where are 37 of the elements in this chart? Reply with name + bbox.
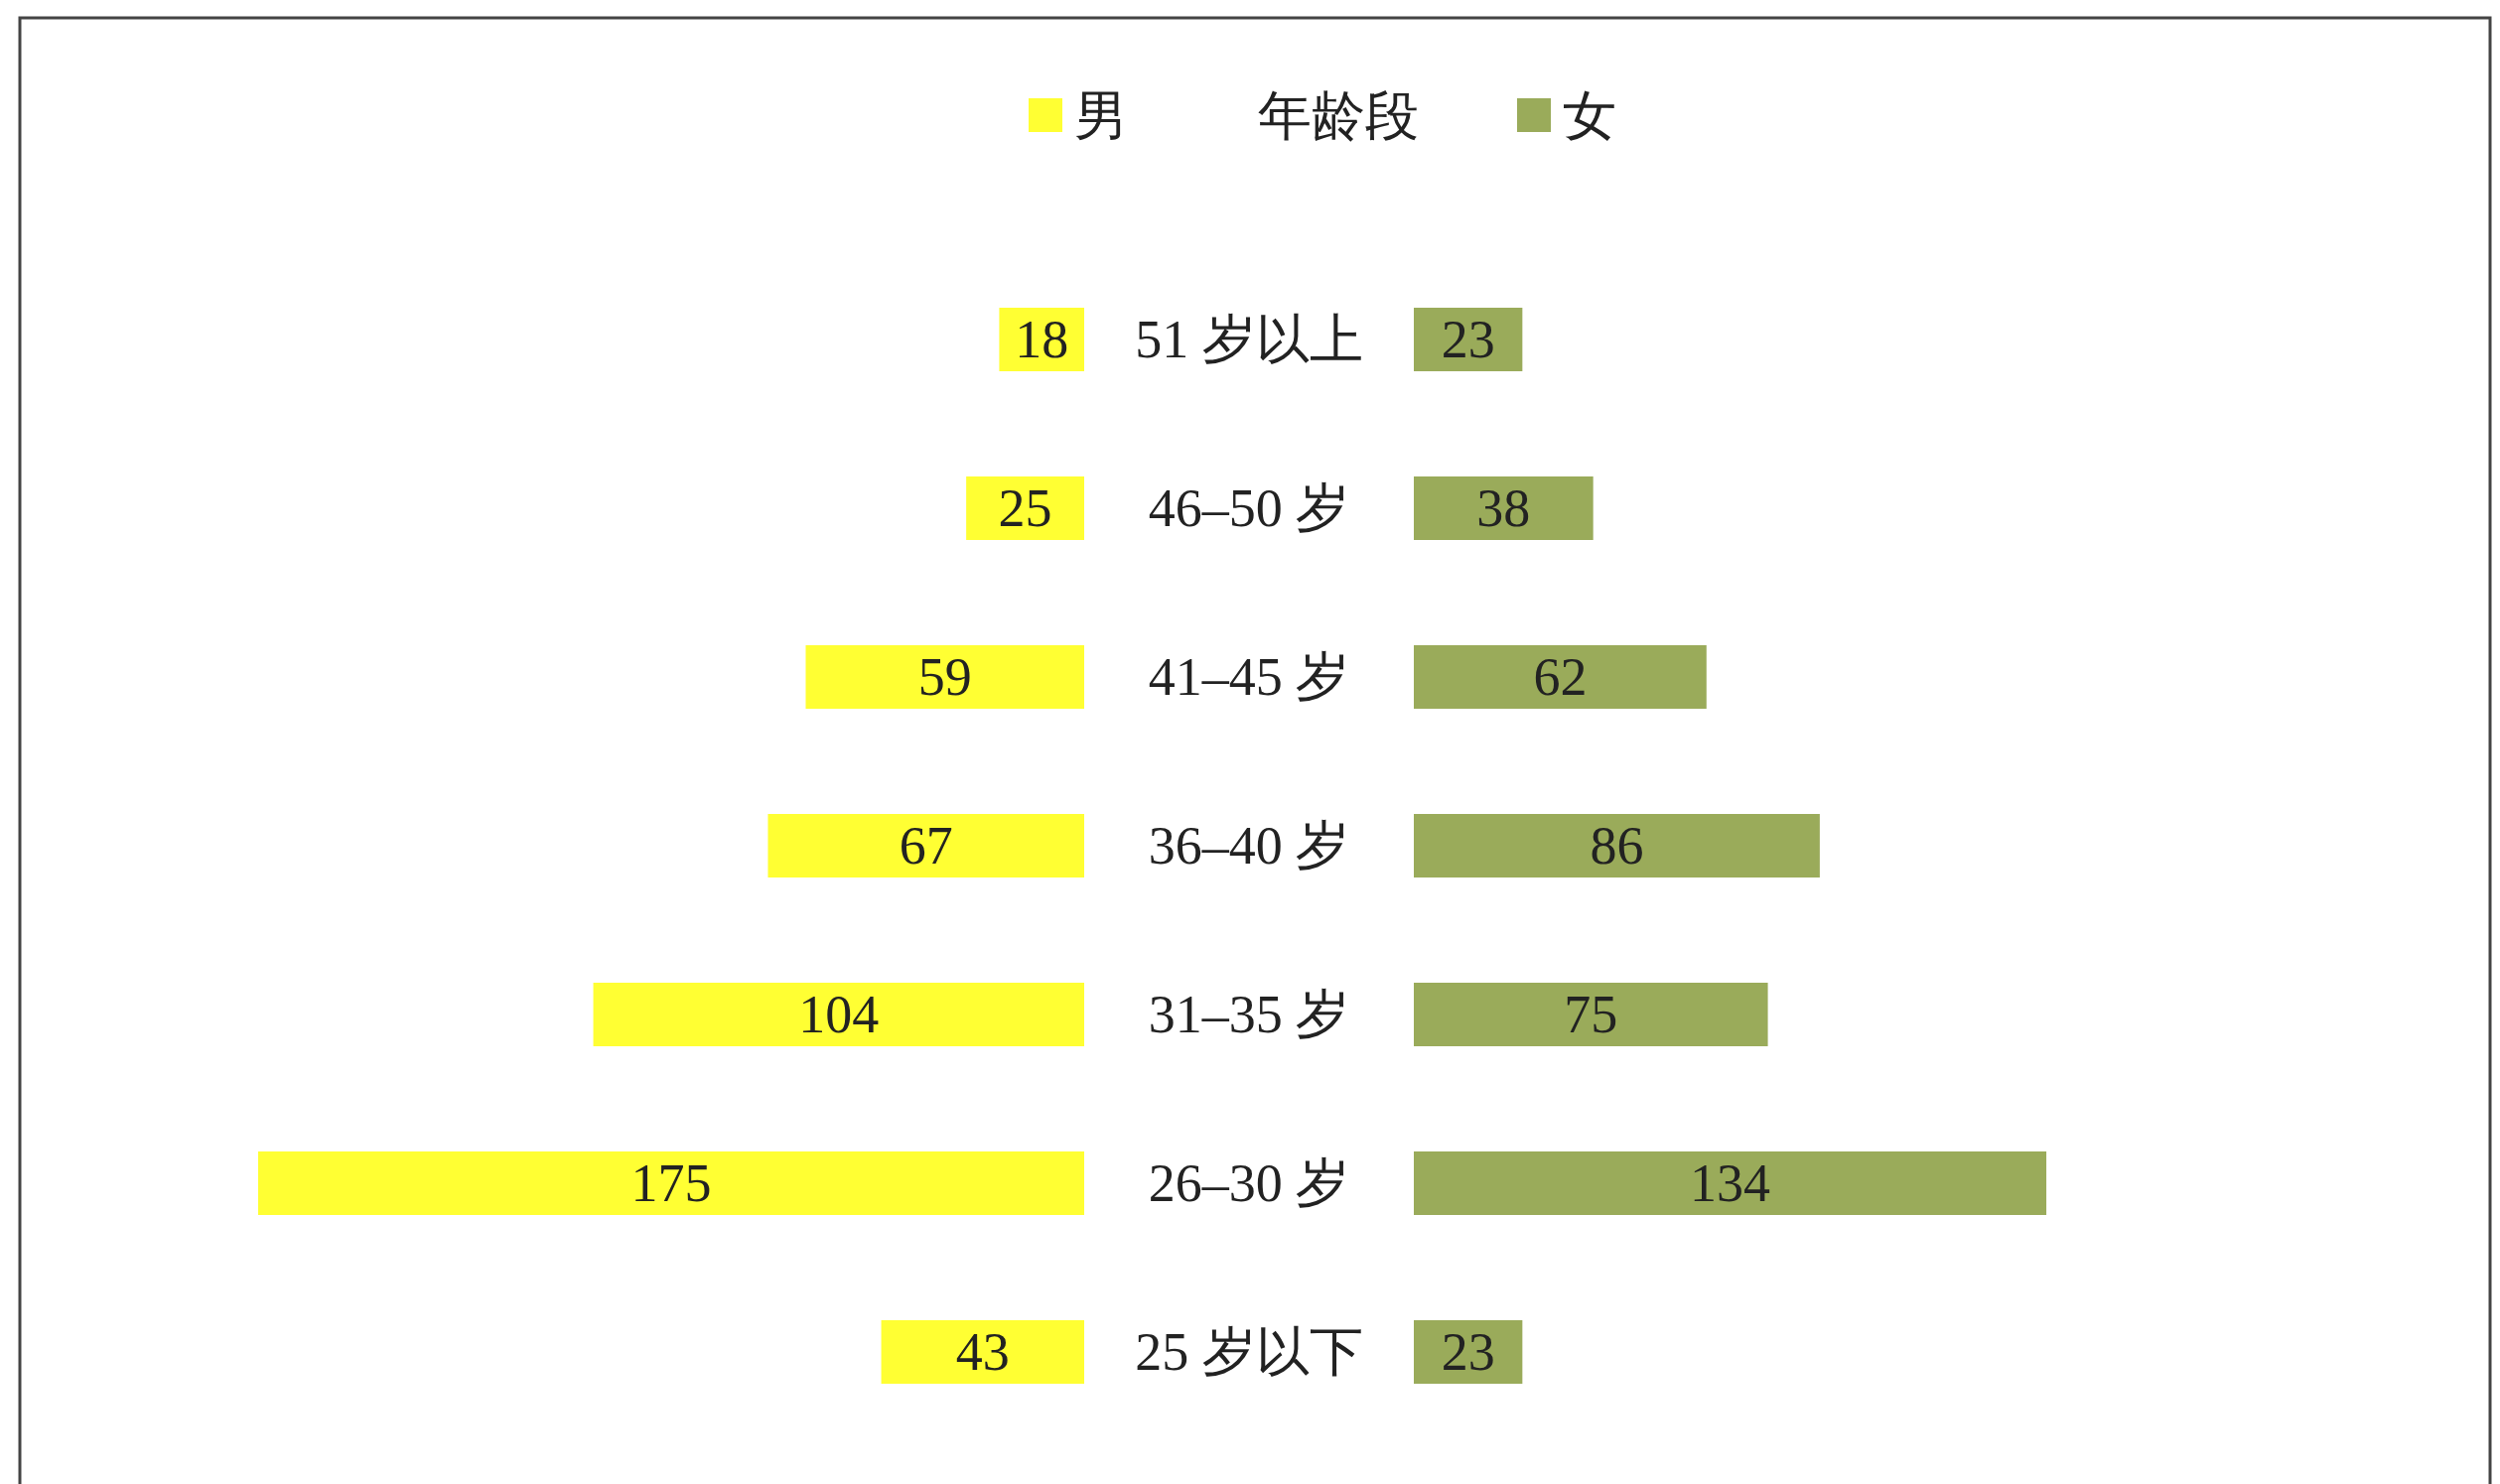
data-label: 175 [630,1153,712,1213]
bar [1414,1151,2047,1215]
bar [1414,1320,1523,1384]
bar [1414,814,1820,877]
y-tick-label: 25 岁以下 [1135,1322,1363,1382]
data-label: 18 [1015,310,1069,369]
y-tick-label: 41–45 岁 [1148,647,1350,707]
bar [881,1320,1084,1384]
bar [593,983,1084,1046]
bar [767,814,1084,877]
bar [1414,645,1707,709]
data-label: 134 [1690,1153,1771,1213]
y-tick-label: 26–30 岁 [1148,1153,1350,1213]
legend-label: 男 [1074,86,1128,146]
data-label: 23 [1441,1322,1495,1382]
y-tick-label: 51 岁以上 [1135,310,1363,369]
bar [1414,983,1768,1046]
data-label: 86 [1590,816,1644,876]
data-label: 75 [1564,985,1618,1044]
data-label: 62 [1533,647,1588,707]
bar [258,1151,1084,1215]
data-label: 25 [998,478,1052,538]
data-label: 43 [955,1322,1010,1382]
bar [1414,308,1523,371]
data-label: 104 [798,985,880,1044]
legend-label: 女 [1563,86,1616,146]
data-label: 67 [899,816,953,876]
y-tick-label: 31–35 岁 [1148,985,1350,1044]
y-tick-label: 46–50 岁 [1148,478,1350,538]
y-axis-title: 年龄段 [1258,86,1419,146]
bar [1414,476,1594,540]
data-label: 38 [1476,478,1531,538]
bar [966,476,1084,540]
bar [805,645,1084,709]
data-label: 59 [917,647,972,707]
y-tick-label: 36–40 岁 [1148,816,1350,876]
data-label: 23 [1441,310,1495,369]
